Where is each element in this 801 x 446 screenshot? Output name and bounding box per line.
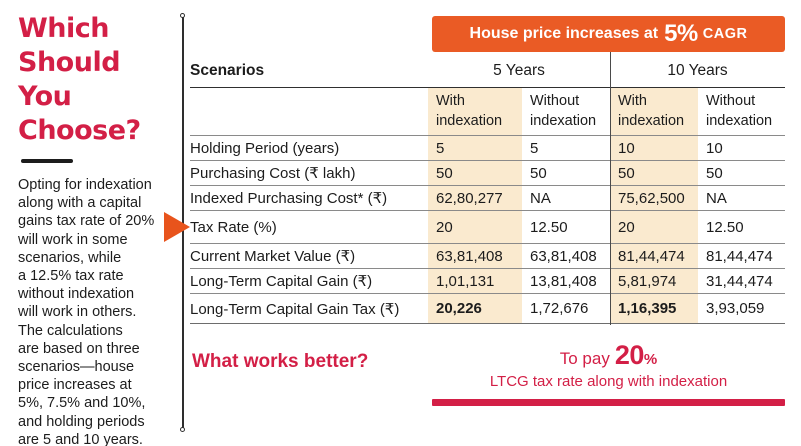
table-row: Long-Term Capital Gain (₹) 1,01,131 13,81,… (190, 269, 785, 294)
divider-endpoint-bottom (180, 427, 185, 432)
cell: 1,72,676 (530, 300, 589, 317)
cell: 12.50 (706, 218, 744, 236)
row-label: Tax Rate (%) (190, 218, 277, 236)
column-header: Without indexation (530, 93, 597, 129)
cell: 20 (428, 211, 522, 243)
cell: 81,44,474 (610, 244, 698, 268)
cell: 20,226 (428, 294, 522, 323)
group-header-5-years: 5 Years (493, 62, 545, 79)
cell: 50 (530, 164, 547, 182)
cell: 1,16,395 (610, 294, 698, 323)
answer-line2: LTCG tax rate along with indexation (489, 373, 728, 390)
cell: 10 (610, 136, 698, 160)
answer-percent: % (643, 351, 658, 368)
cell: 50 (428, 161, 522, 185)
left-panel: Which Should You Choose? Opting for inde… (18, 12, 182, 446)
arrow-right-icon (164, 212, 190, 242)
table-row: Tax Rate (%) 20 12.50 20 12.50 (190, 211, 785, 244)
answer-block: To pay 20% LTCG tax rate along with index… (432, 340, 785, 390)
year-group-divider (610, 52, 612, 325)
answer-line1: To pay 20% (432, 340, 785, 371)
table-header-groups: Scenarios 5 Years 10 Years (190, 52, 785, 88)
table-title-banner: House price increases at 5% CAGR (432, 16, 785, 52)
cell: 5 (530, 139, 539, 157)
cell: 1,01,131 (428, 269, 522, 293)
cell: 5 (428, 136, 522, 160)
row-label: Purchasing Cost (₹ lakh) (190, 165, 356, 182)
group-header-10-years: 10 Years (667, 62, 728, 79)
cell: 20 (610, 211, 698, 243)
row-label: Long-Term Capital Gain (₹) (190, 273, 373, 290)
cell: 81,44,474 (706, 247, 773, 265)
row-label: Current Market Value (₹) (190, 248, 356, 265)
cell: 63,81,408 (428, 244, 522, 268)
table-row: Indexed Purchasing Cost* (₹) 62,80,277 NA 7… (190, 186, 785, 211)
cell: NA (706, 189, 727, 207)
cell: 63,81,408 (530, 247, 597, 265)
cell: 31,44,474 (706, 272, 773, 290)
question-text: What works better? (192, 351, 369, 372)
cell: 75,62,500 (610, 186, 698, 210)
banner-suffix: CAGR (702, 26, 748, 42)
answer-underline-bar (432, 399, 785, 406)
row-label: Long-Term Capital Gain Tax (₹) (190, 300, 400, 318)
title-underline (21, 159, 73, 163)
cell: 3,93,059 (706, 300, 765, 317)
row-label: Holding Period (years) (190, 139, 340, 157)
page-title: Which Should You Choose? (18, 13, 141, 146)
table-body: Holding Period (years) 5 5 10 10 Purchasing C… (190, 136, 785, 324)
scenarios-header: Scenarios (190, 62, 265, 79)
column-header: With indexation (610, 88, 698, 135)
cell: NA (530, 189, 551, 207)
answer-prefix: To pay (559, 349, 610, 368)
cell: 5,81,974 (610, 269, 698, 293)
cell: 10 (706, 139, 723, 157)
table-row: Long-Term Capital Gain Tax (₹) 20,226 1,72… (190, 294, 785, 324)
cell: 12.50 (530, 218, 568, 236)
cell: 50 (610, 161, 698, 185)
column-header: With indexation (428, 88, 522, 135)
table-row: Holding Period (years) 5 5 10 10 (190, 136, 785, 161)
cell: 62,80,277 (428, 186, 522, 210)
table-row: Purchasing Cost (₹ lakh) 50 50 50 50 (190, 161, 785, 186)
banner-highlight: 5% (664, 20, 698, 47)
scenario-table: House price increases at 5% CAGR Scenari… (190, 14, 785, 334)
subheader-spacer (190, 88, 428, 135)
cell: 50 (706, 164, 723, 182)
row-label: Indexed Purchasing Cost* (₹) (190, 190, 388, 207)
cell: 13,81,408 (530, 272, 597, 290)
column-header: Without indexation (706, 93, 773, 129)
table-row: Current Market Value (₹) 63,81,408 63,81,4… (190, 244, 785, 269)
banner-prefix: House price increases at (469, 25, 659, 42)
intro-text: Opting for indexation along with a capit… (18, 177, 155, 446)
table-subheaders: With indexation Without indexation With in… (190, 88, 785, 136)
answer-highlight: 20 (614, 340, 645, 370)
divider-endpoint-top (180, 13, 185, 18)
